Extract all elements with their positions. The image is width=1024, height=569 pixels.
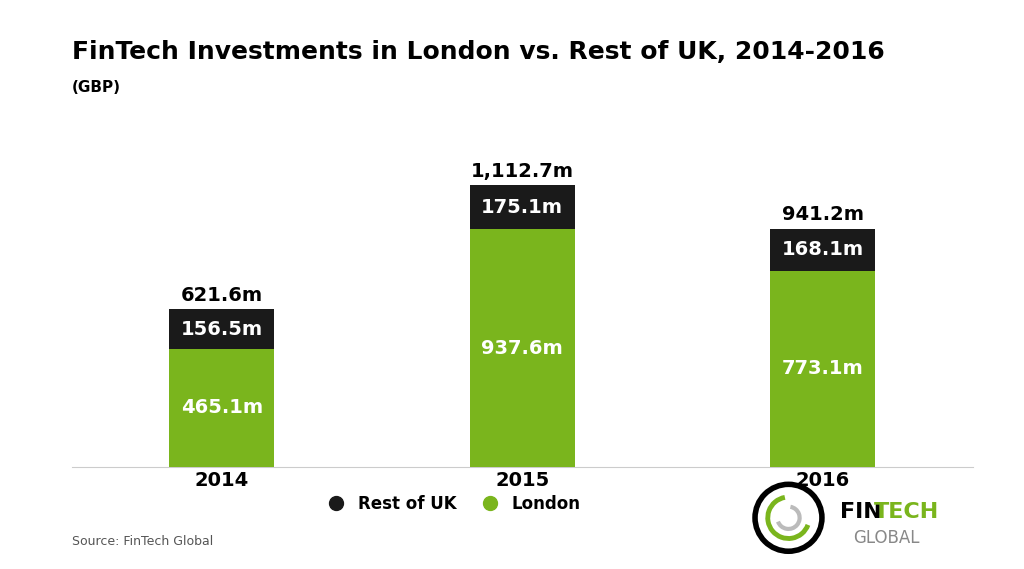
Text: 175.1m: 175.1m: [481, 198, 563, 217]
Bar: [470, 229, 574, 467]
Text: 465.1m: 465.1m: [181, 398, 263, 417]
Text: 621.6m: 621.6m: [181, 286, 263, 305]
Text: GLOBAL: GLOBAL: [853, 529, 920, 547]
Legend: Rest of UK, London: Rest of UK, London: [313, 488, 588, 519]
Text: TECH: TECH: [873, 502, 939, 522]
Bar: [169, 310, 274, 349]
Text: 156.5m: 156.5m: [181, 320, 263, 339]
Text: FinTech Investments in London vs. Rest of UK, 2014-2016: FinTech Investments in London vs. Rest o…: [72, 40, 885, 64]
Text: 1,112.7m: 1,112.7m: [471, 162, 573, 180]
Text: 773.1m: 773.1m: [781, 360, 863, 378]
Bar: [770, 271, 876, 467]
Bar: [169, 349, 274, 467]
Text: FIN: FIN: [840, 502, 882, 522]
Text: 168.1m: 168.1m: [781, 240, 863, 259]
Bar: [770, 229, 876, 271]
Text: (GBP): (GBP): [72, 80, 121, 94]
Text: 937.6m: 937.6m: [481, 339, 563, 357]
Text: Source: FinTech Global: Source: FinTech Global: [72, 535, 213, 548]
Bar: [470, 185, 574, 229]
Text: 941.2m: 941.2m: [781, 205, 863, 224]
